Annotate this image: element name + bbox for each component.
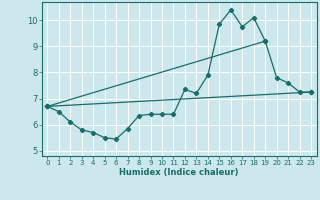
X-axis label: Humidex (Indice chaleur): Humidex (Indice chaleur)	[119, 168, 239, 177]
